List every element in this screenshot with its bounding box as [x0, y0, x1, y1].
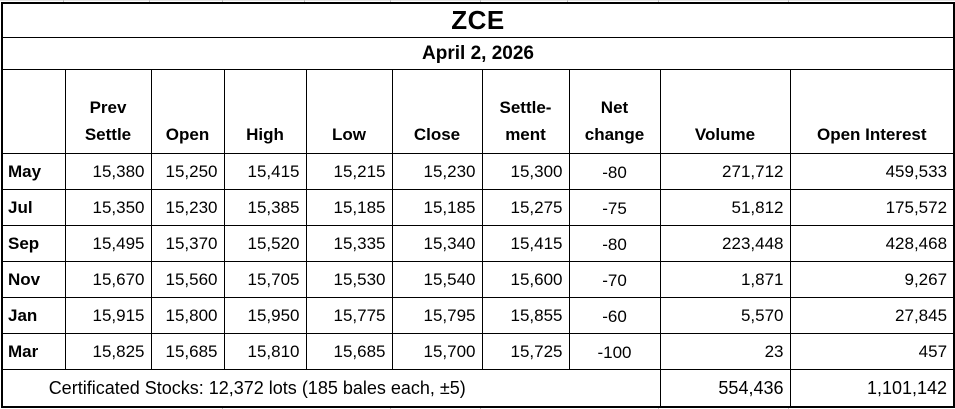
net-change-cell: -60 — [568, 297, 661, 334]
spreadsheet-gridline — [0, 0, 955, 1]
report-date: April 2, 2026 — [1, 37, 955, 70]
low-cell: 15,775 — [305, 297, 393, 334]
close-cell: 15,340 — [391, 225, 483, 262]
certificated-stocks-note: Certificated Stocks: 12,372 lots (185 ba… — [1, 369, 661, 408]
header-close: Close — [391, 69, 483, 154]
net-change-cell: -70 — [568, 261, 661, 298]
open-cell: 15,800 — [150, 297, 225, 334]
month-cell: May — [1, 153, 66, 190]
high-cell: 15,385 — [223, 189, 307, 226]
table-row-jul: Jul 15,350 15,230 15,385 15,185 15,185 1… — [1, 189, 955, 226]
table-row-nov: Nov 15,670 15,560 15,705 15,530 15,540 1… — [1, 261, 955, 298]
month-cell: Jan — [1, 297, 66, 334]
totals-row: Certificated Stocks: 12,372 lots (185 ba… — [1, 369, 955, 408]
open-cell: 15,560 — [150, 261, 225, 298]
prev-settle-cell: 15,350 — [64, 189, 152, 226]
low-cell: 15,215 — [305, 153, 393, 190]
volume-cell: 223,448 — [659, 225, 791, 262]
volume-cell: 1,871 — [659, 261, 791, 298]
header-net-change: Net change — [568, 69, 661, 154]
settlement-cell: 15,855 — [481, 297, 570, 334]
volume-cell: 51,812 — [659, 189, 791, 226]
open-interest-cell: 9,267 — [789, 261, 955, 298]
volume-cell: 23 — [659, 333, 791, 370]
gridline-stub — [390, 0, 391, 3]
high-cell: 15,415 — [223, 153, 307, 190]
header-settlement: Settle- ment — [481, 69, 570, 154]
low-cell: 15,530 — [305, 261, 393, 298]
prev-settle-cell: 15,915 — [64, 297, 152, 334]
settlement-cell: 15,415 — [481, 225, 570, 262]
net-change-cell: -80 — [568, 225, 661, 262]
table-row-mar: Mar 15,825 15,685 15,810 15,685 15,700 1… — [1, 333, 955, 370]
header-open: Open — [150, 69, 225, 154]
settlement-cell: 15,600 — [481, 261, 570, 298]
gridline-stub — [788, 0, 789, 3]
settlement-cell: 15,300 — [481, 153, 570, 190]
low-cell: 15,335 — [305, 225, 393, 262]
title-row: ZCE — [1, 2, 955, 38]
prev-settle-cell: 15,495 — [64, 225, 152, 262]
gridline-stub — [63, 0, 64, 3]
table-row-sep: Sep 15,495 15,370 15,520 15,335 15,340 1… — [1, 225, 955, 262]
open-interest-total-cell: 1,101,142 — [789, 369, 955, 408]
low-cell: 15,685 — [305, 333, 393, 370]
high-cell: 15,705 — [223, 261, 307, 298]
corner-cell — [1, 69, 66, 154]
net-change-cell: -80 — [568, 153, 661, 190]
gridline-stub — [304, 0, 305, 3]
month-cell: Jul — [1, 189, 66, 226]
table-row-jan: Jan 15,915 15,800 15,950 15,775 15,795 1… — [1, 297, 955, 334]
month-cell: Mar — [1, 333, 66, 370]
close-cell: 15,185 — [391, 189, 483, 226]
low-cell: 15,185 — [305, 189, 393, 226]
settlement-cell: 15,725 — [481, 333, 570, 370]
open-cell: 15,685 — [150, 333, 225, 370]
date-row: April 2, 2026 — [1, 37, 955, 70]
open-cell: 15,250 — [150, 153, 225, 190]
close-cell: 15,540 — [391, 261, 483, 298]
header-high: High — [223, 69, 307, 154]
close-cell: 15,230 — [391, 153, 483, 190]
column-header-row: Prev Settle Open High Low Close Settle- … — [1, 69, 955, 154]
prev-settle-cell: 15,670 — [64, 261, 152, 298]
open-cell: 15,230 — [150, 189, 225, 226]
volume-total-cell: 554,436 — [659, 369, 791, 408]
high-cell: 15,520 — [223, 225, 307, 262]
gridline-stub — [480, 0, 481, 3]
header-open-interest: Open Interest — [789, 69, 955, 154]
table-row-may: May 15,380 15,250 15,415 15,215 15,230 1… — [1, 153, 955, 190]
open-interest-cell: 27,845 — [789, 297, 955, 334]
header-volume: Volume — [659, 69, 791, 154]
gridline-stub — [222, 0, 223, 3]
net-change-cell: -75 — [568, 189, 661, 226]
settlement-cell: 15,275 — [481, 189, 570, 226]
high-cell: 15,810 — [223, 333, 307, 370]
month-cell: Sep — [1, 225, 66, 262]
header-prev-settle: Prev Settle — [64, 69, 152, 154]
open-interest-cell: 459,533 — [789, 153, 955, 190]
open-cell: 15,370 — [150, 225, 225, 262]
gridline-stub — [567, 0, 568, 3]
open-interest-cell: 428,468 — [789, 225, 955, 262]
volume-cell: 5,570 — [659, 297, 791, 334]
prev-settle-cell: 15,380 — [64, 153, 152, 190]
open-interest-cell: 175,572 — [789, 189, 955, 226]
gridline-stub — [149, 0, 150, 3]
gridline-stub — [658, 0, 659, 3]
net-change-cell: -100 — [568, 333, 661, 370]
prev-settle-cell: 15,825 — [64, 333, 152, 370]
month-cell: Nov — [1, 261, 66, 298]
volume-cell: 271,712 — [659, 153, 791, 190]
close-cell: 15,700 — [391, 333, 483, 370]
exchange-title: ZCE — [1, 2, 955, 38]
high-cell: 15,950 — [223, 297, 307, 334]
header-low: Low — [305, 69, 393, 154]
open-interest-cell: 457 — [789, 333, 955, 370]
close-cell: 15,795 — [391, 297, 483, 334]
